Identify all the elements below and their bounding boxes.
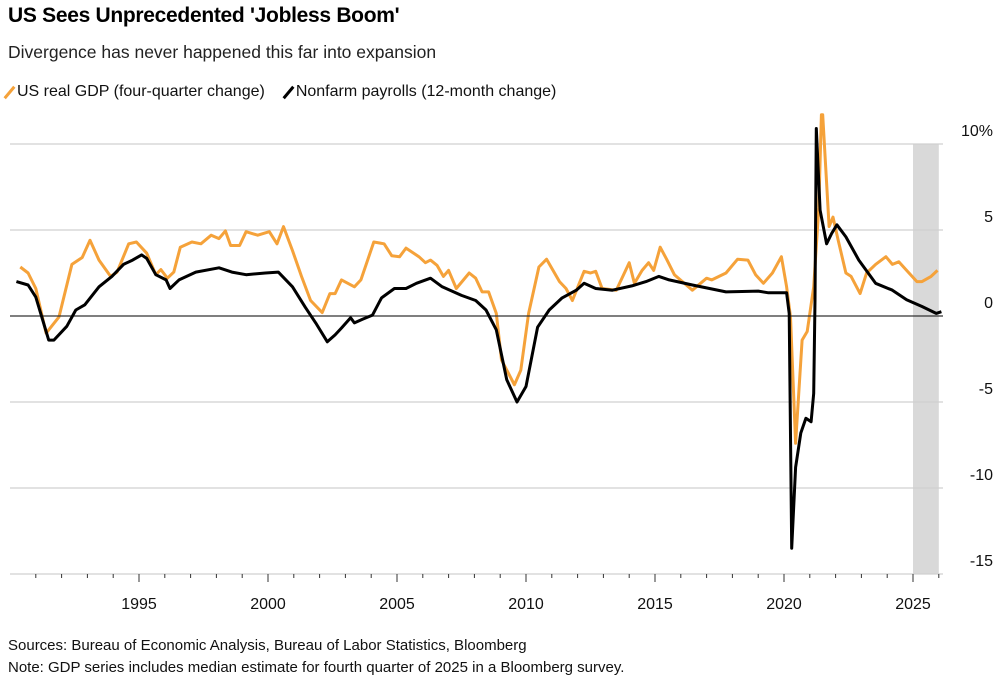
shaded-region (913, 144, 939, 574)
x-tick-label: 2010 (508, 596, 544, 613)
y-tick-label: 0 (984, 295, 993, 312)
legend-label-payrolls: Nonfarm payrolls (12-month change) (295, 83, 557, 100)
y-tick-label: -10 (970, 467, 993, 484)
legend-label-gdp: US real GDP (four-quarter change) (17, 83, 265, 100)
footer-note: Note: GDP series includes median estimat… (8, 659, 625, 676)
chart-plot: 10% 5 0 -5 -10 -15 1995 2000 2005 2010 2015 2020 202… (10, 113, 993, 613)
chart-title: US Sees Unprecedented 'Jobless Boom' (8, 4, 400, 27)
legend-item-gdp: US real GDP (four-quarter change) (3, 83, 265, 101)
legend-item-payrolls: Nonfarm payrolls (12-month change) (282, 83, 557, 101)
x-tick-label: 2000 (250, 596, 286, 613)
x-tick-label: 1995 (121, 596, 157, 613)
x-tick-label: 2020 (766, 596, 802, 613)
y-tick-label: -5 (979, 381, 993, 398)
legend: US real GDP (four-quarter change) Nonfar… (3, 83, 557, 101)
y-tick-label: -15 (970, 553, 993, 570)
x-tick-label: 2005 (379, 596, 415, 613)
x-tick-label: 2025 (895, 596, 931, 613)
series-line-gdp (19, 113, 939, 445)
y-tick-label: 10% (961, 123, 993, 140)
chart-subtitle: Divergence has never happened this far i… (8, 42, 437, 62)
footer-sources: Sources: Bureau of Economic Analysis, Bu… (8, 637, 527, 654)
series-line-payrolls (15, 127, 942, 550)
x-tick-label: 2015 (637, 596, 673, 613)
y-tick-label: 5 (984, 209, 993, 226)
